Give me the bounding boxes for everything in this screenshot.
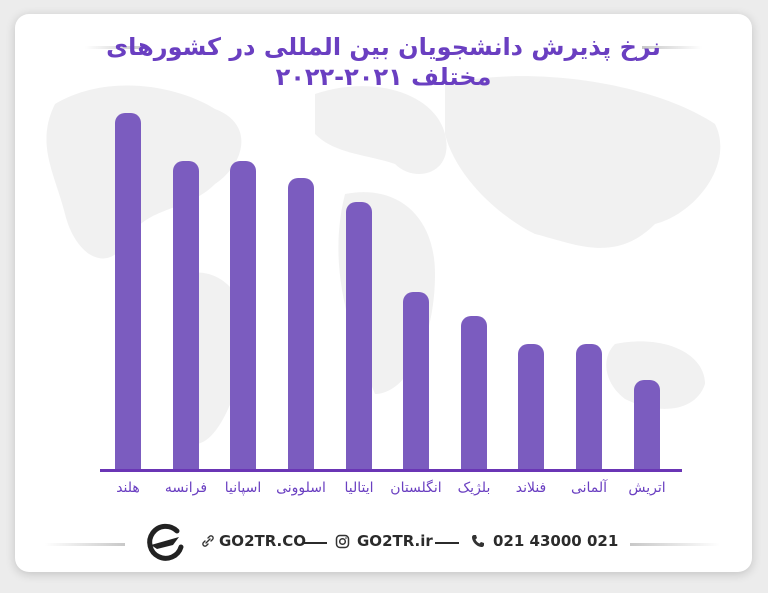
bar-slovenia — [288, 178, 314, 470]
x-label: اسلوونی — [276, 480, 326, 496]
phone-number: 021 43000 021 — [493, 532, 619, 550]
bar-finland — [518, 344, 544, 470]
bar-england — [403, 292, 429, 470]
phone-icon — [472, 535, 484, 547]
instagram-icon — [335, 534, 350, 549]
chart-title: نرخ پذیرش دانشجویان بین المللی در کشورها… — [15, 32, 752, 92]
x-label: فنلاند — [515, 480, 547, 496]
chart-title-line2: مختلف ۲۰۲۱-۲۰۲۲ — [275, 63, 492, 91]
footer-rule-right — [630, 543, 720, 546]
bar-chart: هلند فرانسه اسپانیا اسلوونی ایتالیا انگل… — [15, 14, 752, 572]
x-label: انگلستان — [390, 480, 442, 496]
x-label: هلند — [116, 480, 140, 496]
logo-plane-icon — [147, 523, 184, 561]
x-label: آلمانی — [570, 480, 608, 496]
x-label: ایتالیا — [344, 480, 374, 496]
x-axis-line — [100, 469, 682, 472]
x-label: اتریش — [628, 480, 666, 496]
bar-belgium — [461, 316, 487, 470]
bar-spain — [230, 161, 256, 470]
bar-france — [173, 161, 199, 470]
bar-germany — [576, 344, 602, 470]
website-text: GO2TR.CO — [219, 532, 307, 550]
bar-netherlands — [115, 113, 141, 470]
instagram-text: GO2TR.ir — [357, 532, 433, 550]
bar-austria — [634, 380, 660, 470]
x-label: فرانسه — [164, 480, 208, 496]
infographic-card: نرخ پذیرش دانشجویان بین المللی در کشورها… — [15, 14, 752, 572]
x-label: بلژیک — [457, 480, 491, 496]
footer-separator — [303, 542, 327, 544]
title-rule-left — [85, 46, 145, 49]
link-icon — [202, 535, 214, 547]
footer-rule-left — [45, 543, 125, 546]
footer-separator — [435, 542, 459, 544]
x-label: اسپانیا — [224, 480, 262, 496]
chart-title-line1: نرخ پذیرش دانشجویان بین المللی در کشورها… — [106, 33, 661, 61]
bar-italy — [346, 202, 372, 470]
